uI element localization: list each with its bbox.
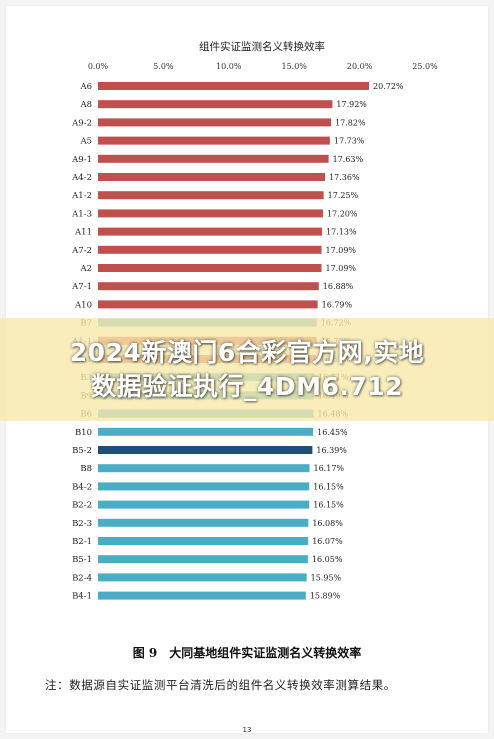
bar — [98, 264, 322, 272]
bar — [98, 227, 323, 236]
data-label: 16.15% — [313, 482, 344, 491]
data-label: 16.17% — [314, 464, 345, 473]
x-tick-label: 20.0% — [347, 62, 373, 71]
banner-line-2: 数据验证执行_4DM6.712 — [90, 371, 404, 401]
data-label: 17.09% — [326, 246, 357, 255]
category-label: B2-1 — [72, 537, 92, 547]
bar — [98, 537, 309, 545]
category-label: B2-2 — [72, 501, 92, 511]
bar — [98, 209, 323, 218]
data-label: 20.72% — [373, 82, 404, 91]
data-label: 16.79% — [322, 300, 353, 309]
category-label: A5 — [79, 137, 92, 147]
bar — [98, 427, 314, 436]
category-label: B2-3 — [72, 519, 92, 529]
bar — [98, 518, 309, 527]
bar — [98, 482, 310, 491]
x-tick-label: 5.0% — [153, 62, 174, 71]
bar — [98, 173, 326, 181]
data-label: 15.89% — [310, 592, 341, 601]
bar — [98, 118, 332, 127]
category-label: A9-2 — [71, 118, 92, 128]
category-label: B10 — [75, 428, 92, 438]
chart-title: 组件实证监测名义转换效率 — [199, 40, 325, 53]
category-label: A9-1 — [71, 155, 92, 165]
bar — [98, 591, 306, 600]
data-label: 17.09% — [326, 264, 357, 273]
figure-note: 注：数据源自实证监测平台清洗后的组件名义转换效率测算结果。 — [45, 678, 396, 692]
data-label: 16.39% — [316, 446, 347, 455]
category-label: A1-3 — [71, 209, 92, 219]
data-label: 17.20% — [327, 209, 358, 218]
data-label: 16.88% — [323, 282, 354, 291]
category-label: A6 — [79, 82, 92, 92]
data-label: 17.25% — [328, 191, 359, 200]
figure-caption: 图 9 大同基地组件实证监测名义转换效率 — [132, 646, 362, 660]
bar — [98, 300, 318, 309]
category-label: B2-4 — [72, 573, 92, 583]
data-label: 16.07% — [312, 537, 343, 546]
category-label: B5-1 — [72, 555, 92, 565]
category-label: B4-1 — [72, 592, 92, 602]
data-label: 17.36% — [329, 173, 360, 182]
data-label: 16.05% — [312, 555, 343, 564]
data-label: 16.15% — [313, 501, 344, 510]
category-label: B4-2 — [72, 482, 92, 492]
category-label: A4-2 — [71, 173, 92, 183]
bar — [98, 500, 310, 509]
data-label: 16.45% — [317, 428, 348, 437]
bar — [98, 446, 313, 454]
category-label: B5-2 — [72, 446, 92, 456]
bar — [98, 555, 308, 564]
data-label: 16.08% — [312, 519, 343, 528]
page-number: 13 — [242, 726, 252, 734]
bar — [98, 154, 329, 163]
promo-banner-overlay: 2024新澳门6合彩官方网,实地 数据验证执行_4DM6.712 — [0, 318, 494, 421]
category-label: A1-2 — [71, 191, 92, 201]
bar — [98, 191, 324, 200]
data-label: 15.95% — [311, 573, 342, 582]
category-label: A8 — [79, 100, 92, 110]
data-label: 17.82% — [335, 118, 366, 127]
x-tick-label: 0.0% — [88, 62, 109, 71]
bar — [98, 245, 322, 254]
bar — [98, 282, 319, 291]
x-tick-label: 10.0% — [216, 62, 242, 71]
x-tick-label: 15.0% — [281, 62, 307, 71]
x-tick-label: 25.0% — [412, 62, 438, 71]
data-label: 17.92% — [336, 100, 367, 109]
bar — [98, 464, 310, 473]
category-label: A7-1 — [71, 282, 92, 292]
category-label: A2 — [79, 264, 92, 274]
category-label: A7-2 — [71, 246, 92, 256]
bar — [98, 82, 370, 90]
data-label: 17.13% — [326, 228, 357, 237]
bar — [98, 100, 333, 109]
banner-line-1: 2024新澳门6合彩官方网,实地 — [69, 337, 425, 367]
data-label: 17.63% — [333, 155, 364, 164]
bar — [98, 136, 330, 145]
category-label: A10 — [74, 300, 92, 310]
data-label: 17.73% — [334, 137, 365, 146]
category-label: B8 — [80, 464, 92, 474]
bar — [98, 573, 307, 582]
category-label: A11 — [74, 228, 92, 238]
